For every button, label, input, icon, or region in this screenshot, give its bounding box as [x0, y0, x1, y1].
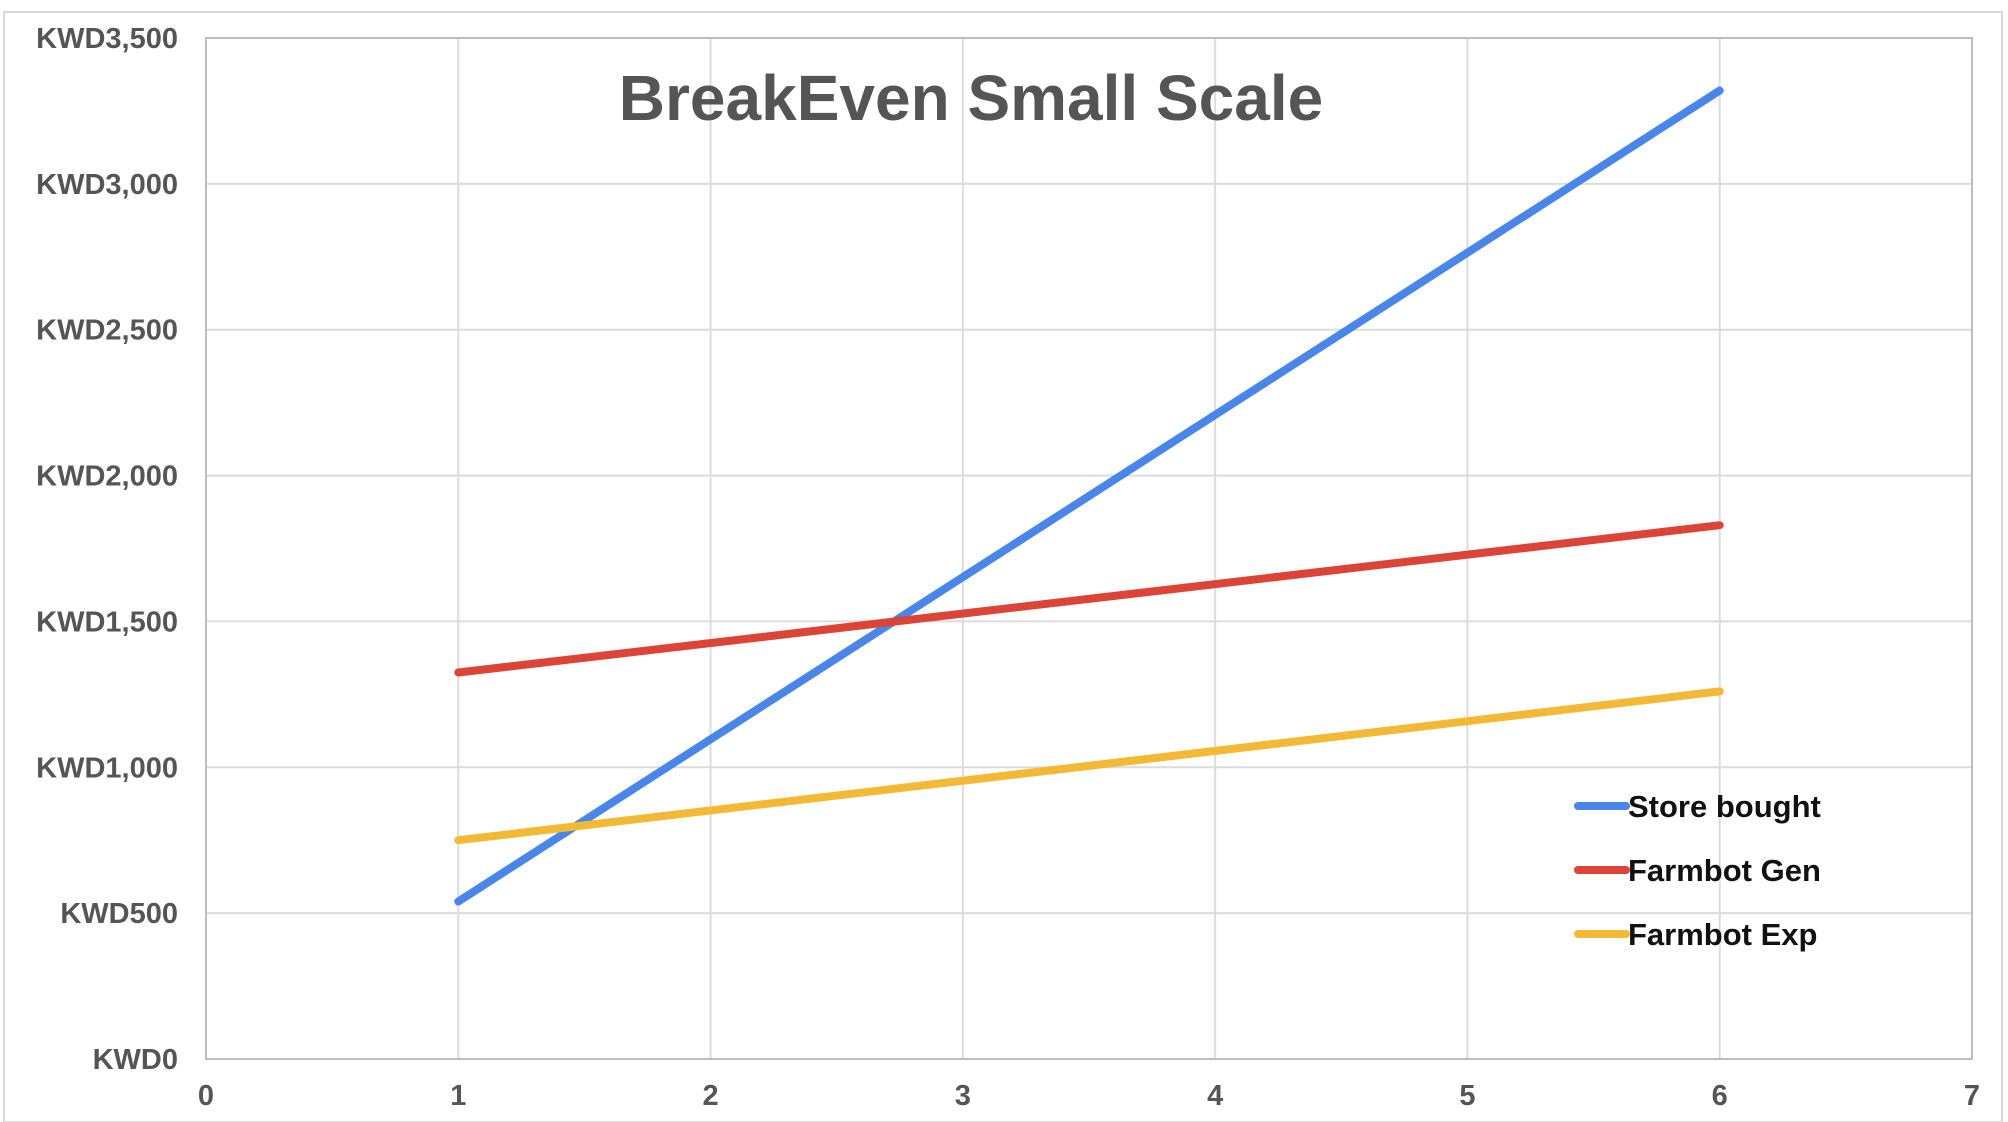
grid-lines	[205, 37, 1973, 1060]
y-tick-label: KWD3,000	[36, 169, 178, 201]
series-line-3	[454, 687, 1724, 845]
series-lines	[454, 86, 1724, 906]
y-tick-label: KWD3,500	[36, 23, 178, 55]
x-tick-label: 7	[1964, 1080, 1980, 1112]
x-tick-label: 0	[198, 1080, 214, 1112]
x-tick-label: 2	[703, 1080, 719, 1112]
y-tick-label: KWD0	[93, 1044, 178, 1076]
series-line-2	[454, 521, 1724, 677]
x-axis-ticks: 0 1 2 3 4 5 6 7	[198, 1080, 1980, 1112]
x-tick-label: 5	[1459, 1080, 1475, 1112]
y-tick-label: KWD2,000	[36, 461, 178, 493]
legend: Store bought Farmbot Gen Farmbot Exp	[1574, 789, 1821, 952]
y-tick-label: KWD2,500	[36, 315, 178, 347]
legend-label: Store bought	[1628, 789, 1821, 824]
y-tick-label: KWD1,000	[36, 752, 178, 784]
x-tick-label: 3	[955, 1080, 971, 1112]
chart-title: BreakEven Small Scale	[619, 62, 1323, 134]
chart-outer-border	[3, 11, 2003, 1122]
x-tick-label: 1	[450, 1080, 466, 1112]
y-tick-label: KWD500	[60, 898, 178, 930]
plot-area-border	[205, 37, 1973, 1060]
legend-label: Farmbot Gen	[1628, 853, 1821, 888]
y-axis-ticks: KWD0 KWD500 KWD1,000 KWD1,500 KWD2,000 KWD2,5…	[36, 23, 178, 1076]
x-tick-label: 4	[1207, 1080, 1223, 1112]
x-tick-label: 6	[1712, 1080, 1728, 1112]
series-line-1	[454, 86, 1724, 906]
y-tick-label: KWD1,500	[36, 606, 178, 638]
legend-label: Farmbot Exp	[1628, 917, 1817, 952]
